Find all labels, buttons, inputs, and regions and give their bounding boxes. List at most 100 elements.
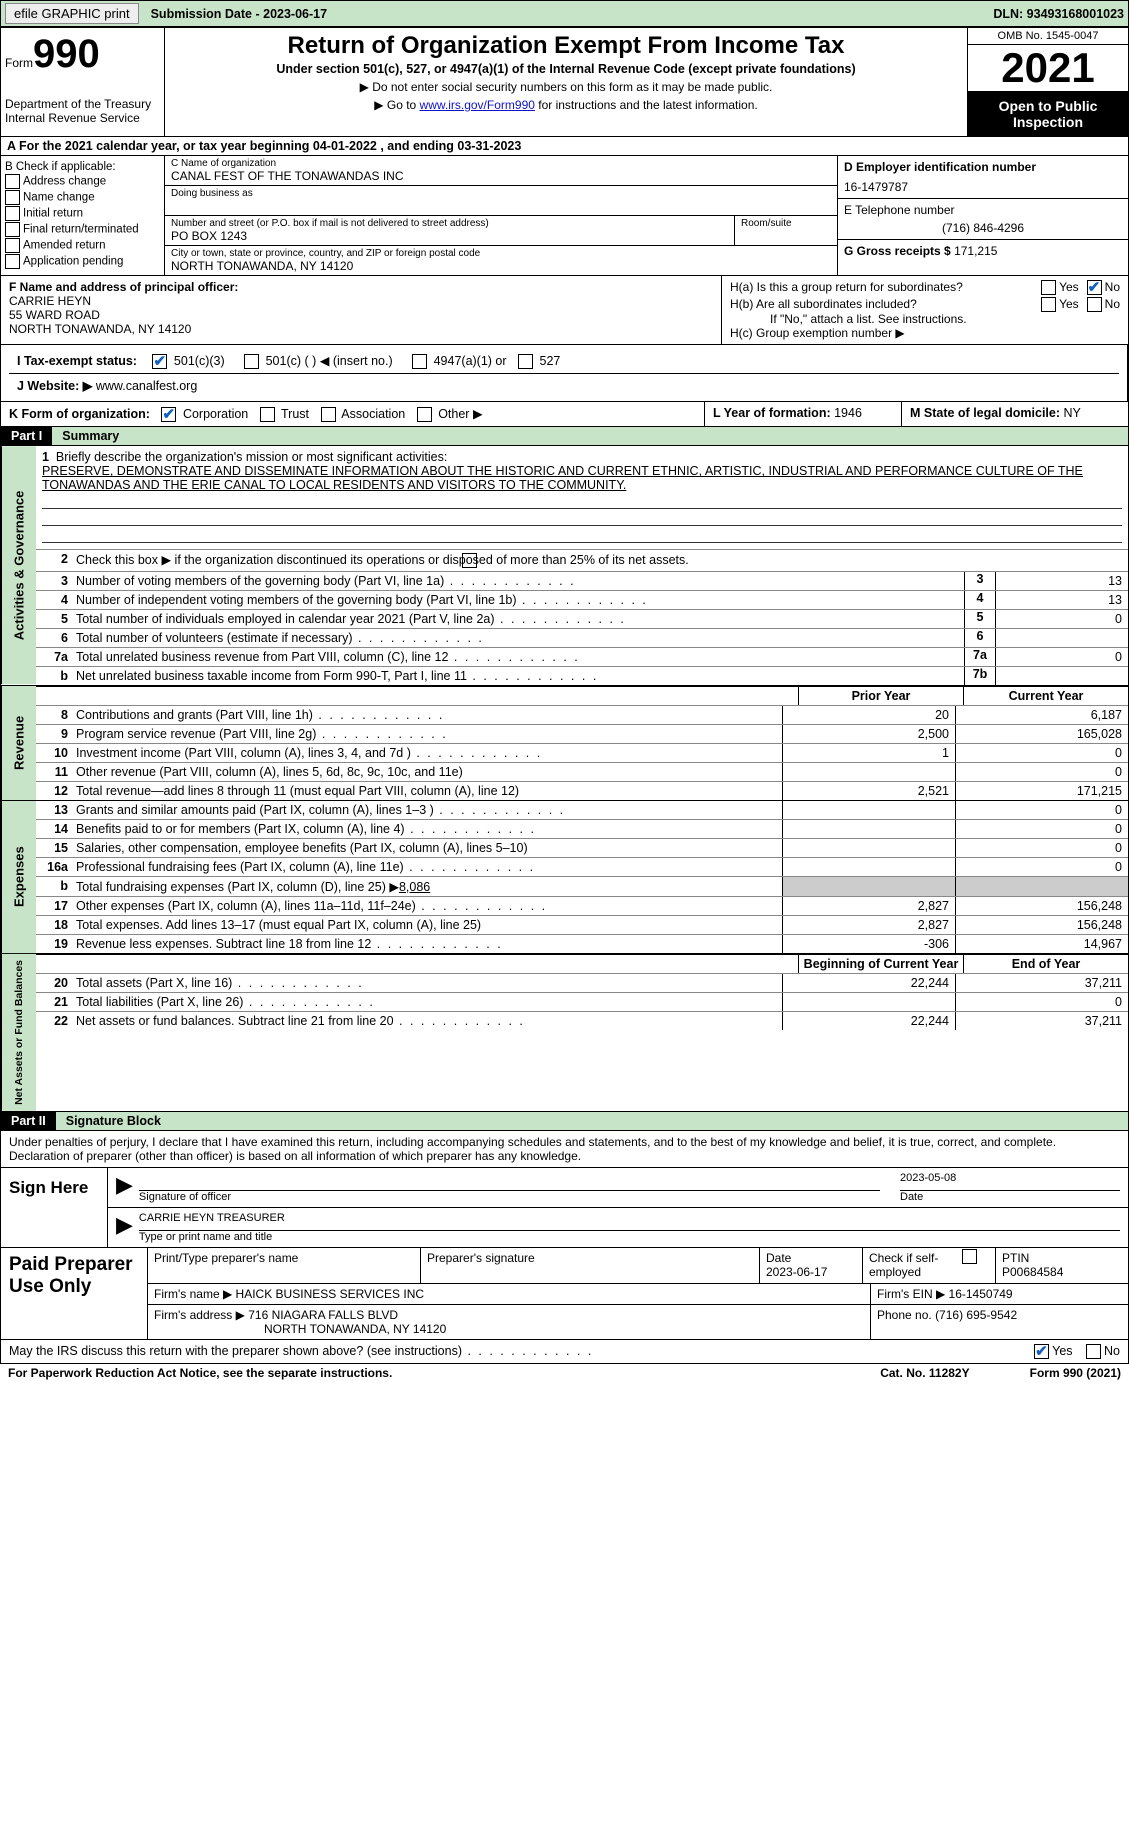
val-3: 13 <box>995 572 1128 590</box>
line-10: Investment income (Part VIII, column (A)… <box>72 744 782 762</box>
k-label: K Form of organization: <box>9 407 150 421</box>
firm-ein: 16-1450749 <box>949 1287 1013 1301</box>
m-value: NY <box>1064 406 1081 420</box>
cb-527[interactable] <box>518 354 533 369</box>
summary-expenses: Expenses 13Grants and similar amounts pa… <box>0 801 1129 954</box>
may-discuss-text: May the IRS discuss this return with the… <box>9 1344 1034 1359</box>
line-18: Total expenses. Add lines 13–17 (must eq… <box>72 916 782 934</box>
signature-block: Under penalties of perjury, I declare th… <box>0 1131 1129 1340</box>
vtab-governance: Activities & Governance <box>1 446 36 684</box>
c8: 6,187 <box>955 706 1128 724</box>
efile-button[interactable]: efile GRAPHIC print <box>5 3 139 24</box>
submission-date: Submission Date - 2023-06-17 <box>151 7 327 21</box>
val-6 <box>995 629 1128 647</box>
cb-app-pending[interactable] <box>5 254 20 269</box>
vtab-revenue: Revenue <box>1 686 36 800</box>
cb-amended[interactable] <box>5 238 20 253</box>
cb-corp[interactable] <box>161 407 176 422</box>
officer-addr2: NORTH TONAWANDA, NY 14120 <box>9 322 191 336</box>
l-value: 1946 <box>834 406 862 420</box>
c17: 156,248 <box>955 897 1128 915</box>
cb-self-emp[interactable] <box>962 1249 977 1264</box>
p10: 1 <box>782 744 955 762</box>
f-label: F Name and address of principal officer: <box>9 280 238 294</box>
ha-label: H(a) Is this a group return for subordin… <box>730 280 1041 295</box>
c12: 171,215 <box>955 782 1128 800</box>
line-14: Benefits paid to or for members (Part IX… <box>72 820 782 838</box>
cb-final-return[interactable] <box>5 222 20 237</box>
line-22: Net assets or fund balances. Subtract li… <box>72 1012 782 1030</box>
cb-address-change[interactable] <box>5 174 20 189</box>
lbl-4947: 4947(a)(1) or <box>434 354 507 368</box>
column-b: B Check if applicable: Address change Na… <box>1 156 165 275</box>
p12: 2,521 <box>782 782 955 800</box>
part-2-header: Part II Signature Block <box>0 1112 1129 1131</box>
form-title: Return of Organization Exempt From Incom… <box>173 32 959 60</box>
lbl-trust: Trust <box>281 407 309 421</box>
cb-may-yes[interactable] <box>1034 1344 1049 1359</box>
cb-initial-return[interactable] <box>5 206 20 221</box>
cb-other[interactable] <box>417 407 432 422</box>
cb-4947[interactable] <box>412 354 427 369</box>
firm-addr-label: Firm's address ▶ <box>154 1308 245 1322</box>
omb-number: OMB No. 1545-0047 <box>968 28 1128 45</box>
cb-name-change[interactable] <box>5 190 20 205</box>
line-13: Grants and similar amounts paid (Part IX… <box>72 801 782 819</box>
print-name-label: Type or print name and title <box>139 1231 272 1243</box>
i-label: I Tax-exempt status: <box>17 354 137 368</box>
lbl-no: No <box>1105 280 1120 295</box>
officer-print-name: CARRIE HEYN TREASURER <box>139 1212 1120 1231</box>
lbl-amended: Amended return <box>23 240 105 252</box>
cb-trust[interactable] <box>260 407 275 422</box>
cb-may-no[interactable] <box>1086 1344 1101 1359</box>
footer-may-discuss: May the IRS discuss this return with the… <box>0 1340 1129 1364</box>
hdr-beg: Beginning of Current Year <box>798 955 963 973</box>
firm-phone: (716) 695-9542 <box>935 1308 1017 1322</box>
lbl-address-change: Address change <box>23 176 106 188</box>
sig-date-label: Date <box>900 1191 923 1203</box>
cb-hb-yes[interactable] <box>1041 297 1056 312</box>
part-2-label: Part II <box>1 1112 56 1130</box>
city-value: NORTH TONAWANDA, NY 14120 <box>171 259 831 273</box>
addr-value: PO BOX 1243 <box>171 229 728 243</box>
cb-501c[interactable] <box>244 354 259 369</box>
cb-line2[interactable] <box>462 553 477 568</box>
ein-value: 16-1479787 <box>844 180 1122 194</box>
cb-ha-yes[interactable] <box>1041 280 1056 295</box>
open-inspection: Open to Public Inspection <box>968 92 1128 136</box>
hc-label: H(c) Group exemption number ▶ <box>730 326 1120 340</box>
irs-link[interactable]: www.irs.gov/Form990 <box>420 98 535 112</box>
top-bar: efile GRAPHIC print Submission Date - 20… <box>0 0 1129 27</box>
pointer-icon: ▶ <box>116 1172 133 1203</box>
cb-501c3[interactable] <box>152 354 167 369</box>
vtab-expenses: Expenses <box>1 801 36 953</box>
city-label: City or town, state or province, country… <box>171 248 831 259</box>
lbl-name-change: Name change <box>23 192 95 204</box>
form-note-2: ▶ Go to www.irs.gov/Form990 for instruct… <box>173 98 959 112</box>
cb-ha-no[interactable] <box>1087 280 1102 295</box>
p17: 2,827 <box>782 897 955 915</box>
dln: DLN: 93493168001023 <box>993 7 1124 21</box>
tel-label: E Telephone number <box>844 203 1122 217</box>
p22: 22,244 <box>782 1012 955 1030</box>
form-ref: Form 990 (2021) <box>1030 1366 1121 1380</box>
lbl-other: Other ▶ <box>438 407 482 421</box>
form-subtitle: Under section 501(c), 527, or 4947(a)(1)… <box>173 62 959 76</box>
vtab-netassets: Net Assets or Fund Balances <box>1 954 36 1111</box>
form-number: 990 <box>33 32 100 76</box>
firm-name: HAICK BUSINESS SERVICES INC <box>236 1287 425 1301</box>
cb-hb-no[interactable] <box>1087 297 1102 312</box>
l-label: L Year of formation: <box>713 406 831 420</box>
room-label: Room/suite <box>741 218 831 229</box>
row-f-h: F Name and address of principal officer:… <box>0 276 1129 345</box>
gross-value: 171,215 <box>954 244 997 258</box>
cb-assoc[interactable] <box>321 407 336 422</box>
org-name: CANAL FEST OF THE TONAWANDAS INC <box>171 169 831 183</box>
lbl-assoc: Association <box>341 407 405 421</box>
firm-name-label: Firm's name ▶ <box>154 1287 232 1301</box>
c15: 0 <box>955 839 1128 857</box>
form-header: Form990 Department of the Treasury Inter… <box>0 27 1129 137</box>
c10: 0 <box>955 744 1128 762</box>
org-name-label: C Name of organization <box>171 158 831 169</box>
p9: 2,500 <box>782 725 955 743</box>
